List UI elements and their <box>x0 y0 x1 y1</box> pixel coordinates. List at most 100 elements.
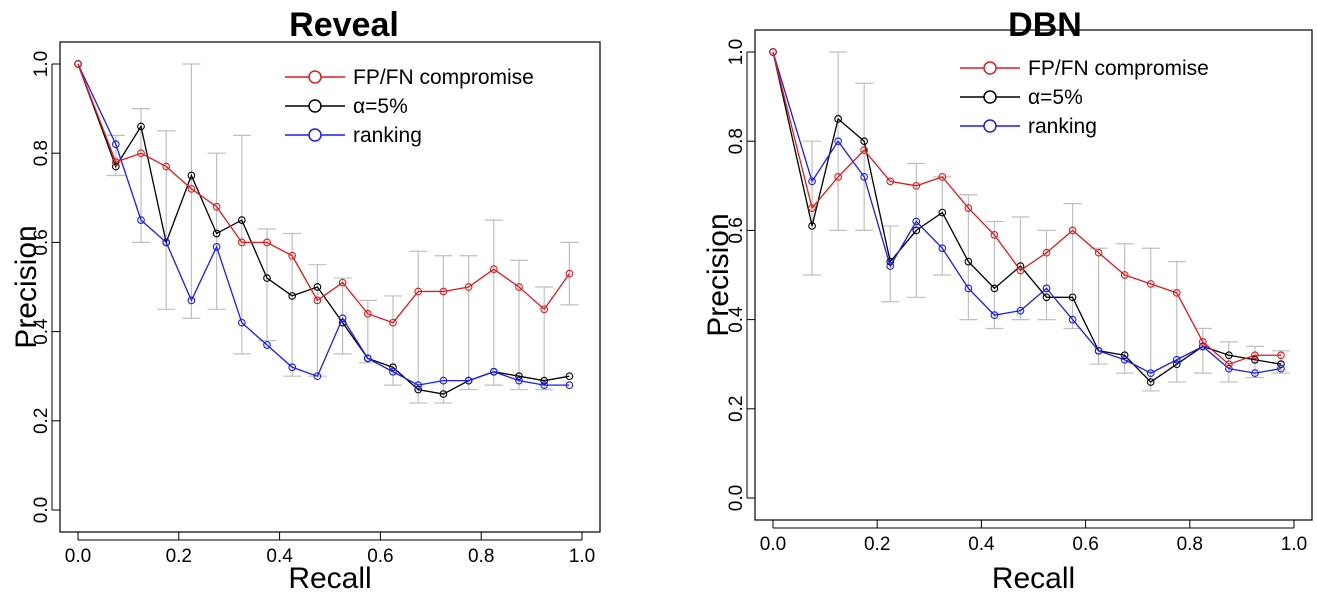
data-point <box>288 251 297 260</box>
legend-marker <box>983 119 997 133</box>
legend-label: α=5% <box>1028 86 1083 109</box>
y-tick-label: 0.4 <box>726 306 747 333</box>
data-point <box>414 385 423 394</box>
legend-marker <box>308 99 322 113</box>
data-point <box>137 122 145 131</box>
data-point <box>1277 364 1285 373</box>
y-tick-label: 0.6 <box>726 217 747 243</box>
data-point <box>237 216 246 224</box>
x-axis-label: Recall <box>992 562 1075 594</box>
data-point <box>938 208 947 217</box>
data-point <box>1146 369 1155 377</box>
data-point <box>860 137 869 146</box>
data-point <box>808 177 816 186</box>
series-line <box>772 51 1281 365</box>
data-point <box>565 372 574 381</box>
data-point <box>938 173 947 181</box>
data-point <box>860 173 869 181</box>
data-point <box>1068 293 1077 302</box>
legend-label: FP/FN compromise <box>353 66 534 89</box>
data-point <box>1068 226 1077 235</box>
x-tick-label: 1.0 <box>1281 534 1307 555</box>
data-point <box>338 314 347 323</box>
legend-marker <box>308 128 322 142</box>
data-point <box>111 158 120 166</box>
data-point <box>990 311 999 319</box>
data-point <box>1146 280 1155 288</box>
data-point <box>1042 248 1051 257</box>
data-point <box>187 185 196 193</box>
data-point <box>313 296 322 305</box>
y-tick-label: 1.0 <box>31 51 52 77</box>
series-line <box>772 51 1282 374</box>
data-point <box>515 283 523 291</box>
data-point <box>1225 351 1233 360</box>
legend-label: FP/FN compromise <box>1028 57 1209 80</box>
data-point <box>389 318 397 327</box>
data-point <box>1068 315 1077 324</box>
data-point <box>1277 351 1285 360</box>
data-point <box>414 381 423 389</box>
data-point <box>137 216 145 224</box>
data-point <box>313 283 322 291</box>
data-point <box>288 292 297 300</box>
series-line <box>77 63 570 324</box>
x-tick-label: 0.6 <box>367 546 393 567</box>
data-point <box>1251 355 1259 364</box>
x-axis-label: Recall <box>288 562 371 594</box>
data-point <box>964 204 973 212</box>
data-point <box>964 257 973 266</box>
data-point <box>414 287 423 296</box>
y-tick-label: 1.0 <box>726 39 747 65</box>
data-point <box>1094 248 1103 257</box>
data-point <box>990 231 999 239</box>
dbn-panel: DBN 0.0 0.2 0.4 0.6 0.8 1.0 0.0 0.2 0.4 0.6 0.8 1.0 R… <box>702 6 1313 594</box>
y-tick-label: 0.2 <box>31 408 52 434</box>
data-point <box>515 376 523 385</box>
y-tick-label: 0.6 <box>31 229 52 255</box>
reveal-panel: Reveal 0.0 0.2 0.4 0.6 0.8 1.0 0.0 0.2 0.4 0.6 0.8 1… <box>10 6 601 594</box>
data-point <box>263 341 271 349</box>
data-point <box>212 243 221 251</box>
data-point <box>964 284 973 293</box>
data-point <box>1016 306 1025 315</box>
data-point <box>237 238 246 247</box>
data-point <box>565 381 574 389</box>
data-point <box>1251 351 1259 360</box>
y-tick-label: 0.0 <box>726 485 747 511</box>
data-point <box>886 177 895 186</box>
data-point <box>1016 266 1025 275</box>
data-point <box>187 296 196 305</box>
data-point <box>834 137 842 146</box>
data-point <box>389 367 397 376</box>
data-point <box>1120 351 1129 360</box>
data-point <box>1225 364 1233 373</box>
x-tick-label: 0.4 <box>968 534 995 555</box>
data-point <box>834 115 842 123</box>
x-tick-label: 0.8 <box>1177 534 1203 555</box>
data-point <box>1251 369 1259 377</box>
data-point <box>338 278 347 287</box>
data-point <box>808 204 816 212</box>
data-point <box>187 171 196 180</box>
data-point <box>886 262 895 270</box>
data-point <box>288 363 297 372</box>
x-tick-label: 1.0 <box>569 546 595 567</box>
data-point <box>540 376 549 385</box>
data-point <box>938 244 947 253</box>
y-tick-label: 0.8 <box>31 140 52 166</box>
chart-title: DBN <box>1008 6 1082 44</box>
series-line <box>772 51 1282 383</box>
data-point <box>769 48 777 56</box>
data-point <box>439 287 448 296</box>
data-point <box>237 318 246 327</box>
data-point <box>1172 360 1181 369</box>
data-point <box>439 376 448 385</box>
data-point <box>162 238 171 247</box>
data-point <box>137 149 145 158</box>
plot-frame <box>754 29 1313 521</box>
plot-frame <box>59 41 601 533</box>
data-point <box>540 381 549 389</box>
data-point <box>313 372 322 381</box>
data-point <box>389 363 397 372</box>
